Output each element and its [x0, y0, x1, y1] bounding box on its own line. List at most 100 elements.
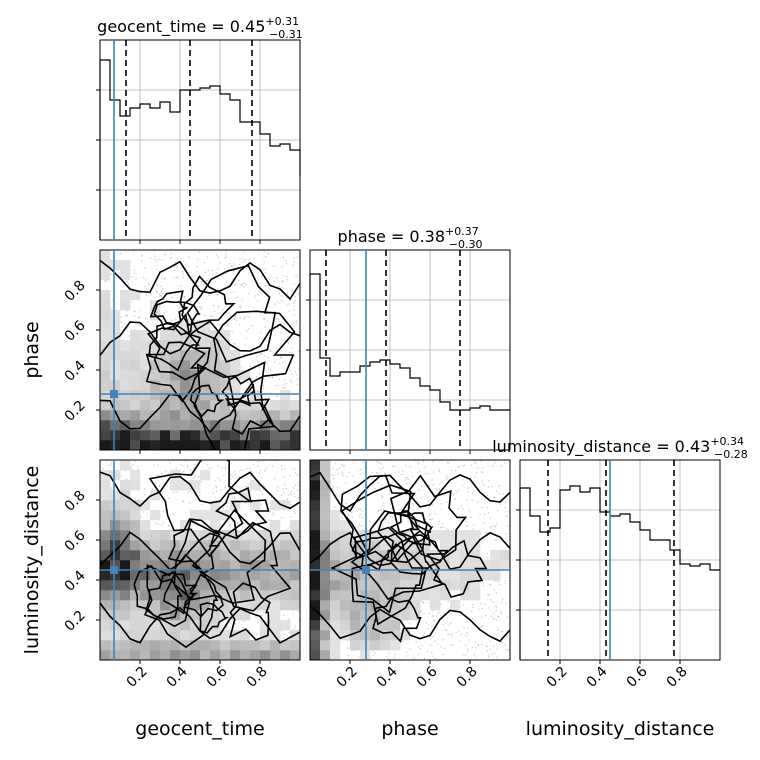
density-bin	[310, 650, 321, 660]
scatter-point	[241, 299, 243, 302]
scatter-point	[259, 282, 262, 284]
scatter-point	[217, 256, 220, 259]
density-bin	[320, 580, 331, 591]
density-bin	[150, 540, 161, 551]
density-bin	[440, 570, 451, 581]
scatter-point	[295, 275, 297, 277]
density-bin	[480, 570, 491, 581]
density-bin	[200, 640, 211, 651]
scatter-point	[269, 511, 271, 513]
scatter-point	[233, 263, 235, 265]
scatter-point	[276, 300, 279, 303]
scatter-point	[494, 539, 497, 542]
scatter-point	[169, 257, 172, 259]
scatter-point	[168, 525, 170, 527]
density-bin	[250, 580, 261, 591]
density-bin	[130, 570, 141, 581]
scatter-point	[160, 290, 162, 293]
scatter-point	[158, 293, 161, 296]
scatter-point	[240, 304, 243, 306]
scatter-point	[211, 467, 213, 469]
density-bin	[120, 620, 131, 631]
density-bin	[270, 590, 281, 601]
scatter-point	[422, 601, 424, 604]
density-bin	[280, 570, 291, 581]
density-bin	[170, 410, 181, 421]
density-bin	[180, 440, 191, 450]
density-bin	[180, 560, 191, 571]
scatter-point	[272, 512, 274, 514]
density-bin	[140, 410, 151, 421]
density-bin	[450, 560, 461, 571]
scatter-point	[294, 496, 296, 498]
scatter-point	[347, 654, 349, 657]
scatter-point	[189, 490, 191, 492]
density-bin	[180, 480, 191, 491]
scatter-point	[205, 318, 208, 321]
density-bin	[190, 330, 201, 341]
scatter-point	[289, 474, 291, 477]
scatter-point	[243, 522, 246, 525]
density-bin	[130, 380, 141, 391]
density-bin	[390, 640, 401, 651]
density-bin	[270, 440, 281, 450]
scatter-point	[447, 600, 449, 602]
scatter-point	[360, 525, 362, 527]
scatter-point	[189, 469, 192, 471]
density-bin	[110, 350, 121, 361]
scatter-point	[475, 472, 478, 474]
scatter-point	[143, 494, 146, 496]
scatter-point	[183, 470, 185, 473]
scatter-point	[377, 461, 379, 463]
scatter-point	[288, 303, 290, 305]
scatter-point	[208, 467, 210, 469]
scatter-point	[407, 478, 409, 481]
scatter-point	[446, 474, 448, 476]
density-bin	[180, 420, 191, 431]
density-bin	[100, 520, 111, 531]
density-bin	[270, 650, 281, 660]
scatter-point	[188, 256, 190, 258]
density-bin	[170, 480, 181, 491]
scatter-point	[333, 490, 335, 493]
scatter-point	[455, 491, 458, 493]
density-bin	[330, 610, 341, 621]
density-bin	[110, 600, 121, 611]
scatter-point	[211, 270, 214, 272]
density-bin	[130, 360, 141, 371]
scatter-point	[206, 279, 208, 282]
scatter-point	[127, 281, 129, 283]
density-bin	[230, 420, 241, 431]
scatter-point	[190, 275, 192, 277]
density-bin	[220, 380, 231, 391]
density-bin	[180, 530, 191, 541]
scatter-point	[293, 283, 295, 285]
scatter-point	[276, 277, 278, 279]
scatter-point	[484, 538, 486, 540]
density-bin	[190, 650, 201, 660]
density-bin	[400, 600, 411, 611]
panel-frame	[309, 459, 511, 661]
scatter-point	[124, 315, 127, 317]
density-bin	[100, 410, 111, 421]
density-bin	[310, 550, 321, 561]
density-bin	[340, 540, 351, 551]
density-bin	[220, 640, 231, 651]
density-bin	[390, 560, 401, 571]
density-bin	[160, 600, 171, 611]
density-bin	[230, 570, 241, 581]
scatter-point	[182, 471, 184, 473]
density-bin	[140, 360, 151, 371]
scatter-point	[279, 356, 282, 359]
density-bin	[370, 630, 381, 641]
scatter-point	[250, 470, 253, 472]
scatter-point	[500, 611, 502, 613]
scatter-point	[155, 522, 157, 524]
density-bin	[120, 550, 131, 561]
density-bin	[230, 640, 241, 651]
scatter-point	[482, 624, 484, 627]
scatter-point	[441, 522, 444, 525]
scatter-point	[264, 255, 267, 258]
scatter-point	[450, 612, 453, 615]
scatter-point	[495, 490, 498, 493]
